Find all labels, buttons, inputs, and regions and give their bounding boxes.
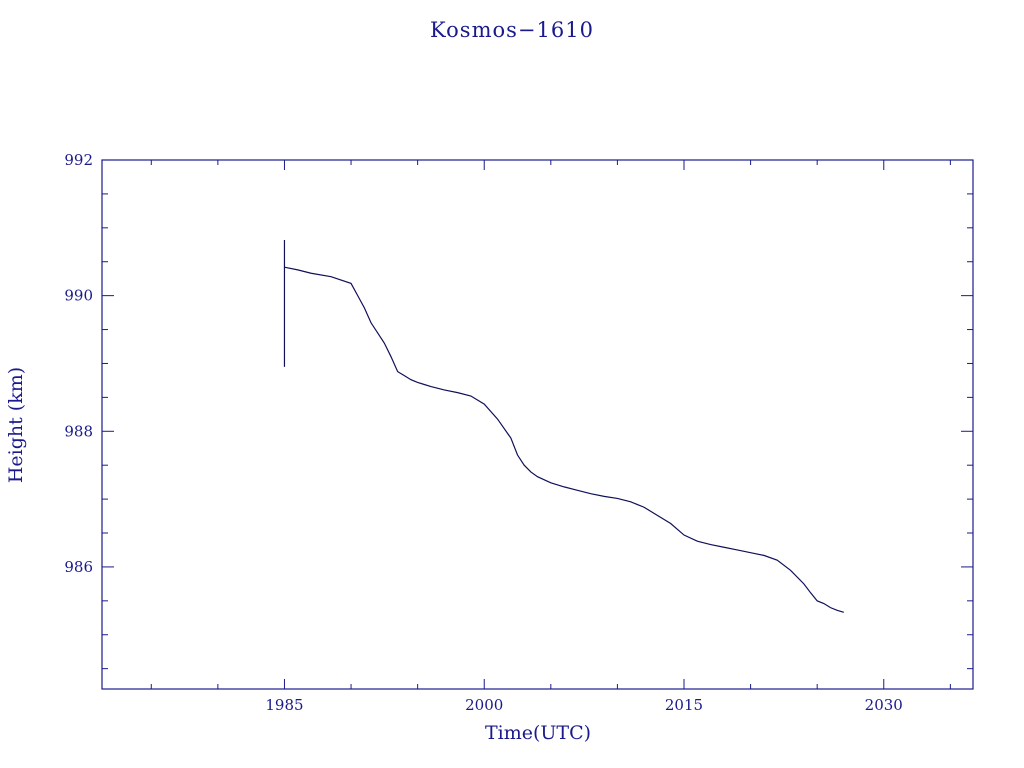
x-tick-label: 2030 <box>865 696 903 714</box>
chart-title: Kosmos−1610 <box>430 18 594 42</box>
x-tick-label: 2000 <box>465 696 503 714</box>
y-axis-label: Height (km) <box>5 367 27 483</box>
y-tick-label: 990 <box>64 287 93 305</box>
y-tick-label: 992 <box>64 151 93 169</box>
y-tick-label: 988 <box>64 422 93 440</box>
x-axis-label: Time(UTC) <box>485 722 591 744</box>
x-tick-label: 2015 <box>665 696 703 714</box>
axis-tick-labels: 1985 2000 2015 2030 986 988 990 992 <box>64 151 903 714</box>
series-line-height <box>284 266 844 613</box>
axis-ticks <box>102 159 973 689</box>
x-tick-label: 1985 <box>265 696 303 714</box>
y-tick-label: 986 <box>64 558 93 576</box>
plot-frame <box>101 159 974 690</box>
